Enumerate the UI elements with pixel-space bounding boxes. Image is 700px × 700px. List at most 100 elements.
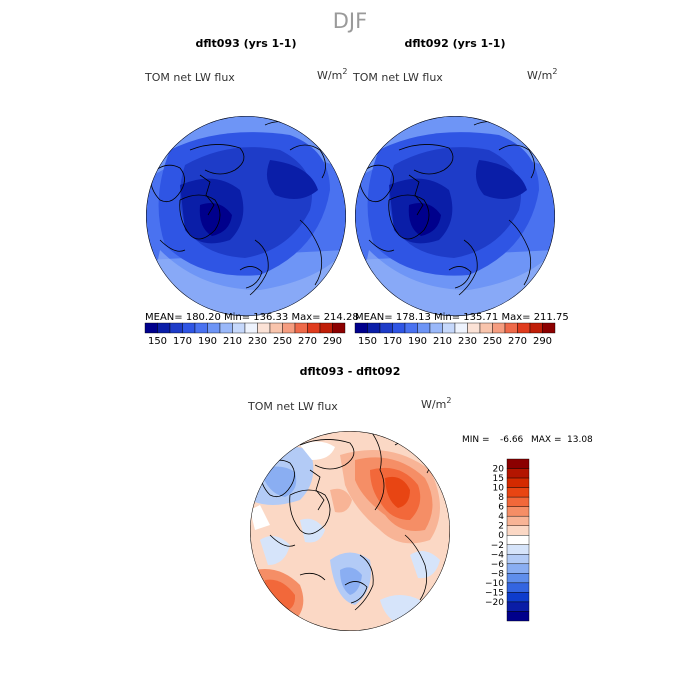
colorbar-swatch — [529, 322, 543, 334]
units-label: W/m2 — [421, 396, 451, 411]
polar-map — [250, 431, 450, 631]
diff-colorbar-tick-label: −2 — [491, 541, 504, 551]
variable-label: TOM net LW flux — [247, 400, 338, 413]
diff-colorbar-tick-label: −10 — [485, 579, 504, 589]
colorbar-tick-label: 150 — [148, 336, 167, 347]
diff-colorbar-swatch — [506, 468, 530, 479]
figure-title: DJF — [333, 9, 367, 33]
colorbar-swatch — [157, 322, 171, 334]
diff-colorbar-swatch — [506, 487, 530, 498]
diff-colorbar-swatch — [506, 477, 530, 488]
colorbar-swatch — [517, 322, 531, 334]
diff-colorbar-swatch — [506, 525, 530, 536]
colorbar-swatch — [307, 322, 321, 334]
diff-colorbar-swatch — [506, 592, 530, 603]
colorbar: 150 170 190 210 230 250 270 290 — [144, 322, 346, 347]
diff-colorbar-swatch — [506, 582, 530, 593]
diff-colorbar-tick-label: −20 — [485, 598, 504, 608]
diff-colorbar-swatch — [506, 544, 530, 555]
colorbar-tick-label: 170 — [173, 336, 192, 347]
diff-colorbar-swatch — [506, 496, 530, 507]
colorbar-swatch — [542, 322, 556, 334]
diff-colorbar-tick-label: 2 — [498, 522, 504, 532]
diff-colorbar-tick-label: −15 — [485, 588, 504, 598]
colorbar: 150 170 190 210 230 250 270 290 — [354, 322, 556, 347]
diff-colorbar-tick-label: 10 — [493, 484, 505, 494]
colorbar-tick-label: 290 — [323, 336, 342, 347]
colorbar-swatch — [404, 322, 418, 334]
colorbar-tick-label: 270 — [508, 336, 527, 347]
panel-title: dflt093 - dflt092 — [300, 365, 401, 378]
diff-colorbar-tick-label: 0 — [498, 531, 504, 541]
colorbar-tick-label: 190 — [408, 336, 427, 347]
variable-label: TOM net LW flux — [144, 71, 235, 84]
diff-colorbar-tick-label: 4 — [498, 512, 504, 522]
colorbar-tick-label: 170 — [383, 336, 402, 347]
colorbar-swatch — [219, 322, 233, 334]
colorbar-swatch — [354, 322, 368, 334]
diff-colorbar-swatch — [506, 515, 530, 526]
polar-map — [355, 116, 555, 316]
panel-dflt092: dflt092 (yrs 1-1) TOM net LW flux W/m2 — [352, 37, 569, 347]
colorbar-tick-label: 290 — [533, 336, 552, 347]
colorbar-tick-label: 230 — [248, 336, 267, 347]
colorbar-tick-label: 150 — [358, 336, 377, 347]
panel-difference: dflt093 - dflt092 TOM net LW flux W/m2 — [247, 365, 593, 631]
diff-colorbar-swatch — [506, 563, 530, 574]
units-label: W/m2 — [527, 67, 557, 82]
colorbar-swatch — [244, 322, 258, 334]
colorbar-tick-label: 270 — [298, 336, 317, 347]
colorbar-swatch — [492, 322, 506, 334]
diff-colorbar-swatch — [506, 535, 530, 545]
colorbar-swatch — [379, 322, 393, 334]
colorbar-tick-label: 230 — [458, 336, 477, 347]
colorbar-swatch — [479, 322, 493, 334]
diff-colorbar-tick-label: 8 — [498, 493, 504, 503]
panel-dflt093: dflt093 (yrs 1-1) TOM net LW flux W/m2 — [144, 37, 359, 347]
diff-min-label: MIN = — [462, 435, 490, 445]
polar-map — [146, 116, 346, 316]
units-label: W/m2 — [317, 67, 347, 82]
colorbar-swatch — [194, 322, 208, 334]
colorbar-swatch — [454, 322, 468, 334]
colorbar-tick-label: 210 — [223, 336, 242, 347]
colorbar-tick-label: 190 — [198, 336, 217, 347]
colorbar-swatch — [392, 322, 406, 334]
colorbar-swatch — [269, 322, 283, 334]
colorbar-swatch — [294, 322, 308, 334]
colorbar-swatch — [467, 322, 481, 334]
colorbar-tick-label: 250 — [273, 336, 292, 347]
colorbar-swatch — [332, 322, 346, 334]
diff-min-value: -6.66 — [500, 435, 524, 445]
colorbar-swatch — [282, 322, 296, 334]
variable-label: TOM net LW flux — [352, 71, 443, 84]
colorbar-tick-label: 250 — [483, 336, 502, 347]
diff-colorbar-swatch — [506, 458, 530, 469]
colorbar-swatch — [182, 322, 196, 334]
panel-title: dflt092 (yrs 1-1) — [405, 37, 506, 50]
diff-max-value: 13.08 — [567, 435, 593, 445]
colorbar-swatch — [429, 322, 443, 334]
stats-line: MEAN= 178.13 Min= 135.71 Max= 211.75 — [355, 312, 569, 323]
colorbar-tick-label: 210 — [433, 336, 452, 347]
colorbar-swatch — [504, 322, 518, 334]
colorbar-swatch — [169, 322, 183, 334]
stats-line: MEAN= 180.20 Min= 136.33 Max= 214.28 — [145, 312, 359, 323]
diff-colorbar-swatch — [506, 506, 530, 517]
diff-colorbar-swatch — [506, 573, 530, 584]
colorbar-swatch — [257, 322, 271, 334]
colorbar-swatch — [319, 322, 333, 334]
colorbar-swatch — [207, 322, 221, 334]
panel-title: dflt093 (yrs 1-1) — [196, 37, 297, 50]
colorbar-swatch — [144, 322, 158, 334]
colorbar-swatch — [367, 322, 381, 334]
diff-colorbar-swatch — [506, 554, 530, 565]
diff-colorbar-tick-label: −6 — [491, 560, 505, 570]
diff-colorbar-swatch — [506, 601, 530, 612]
colorbar-swatch — [417, 322, 431, 334]
diff-colorbar-tick-label: 15 — [493, 474, 504, 484]
diff-colorbar-tick-label: −8 — [491, 569, 505, 579]
diff-colorbar-tick-label: −4 — [491, 550, 505, 560]
